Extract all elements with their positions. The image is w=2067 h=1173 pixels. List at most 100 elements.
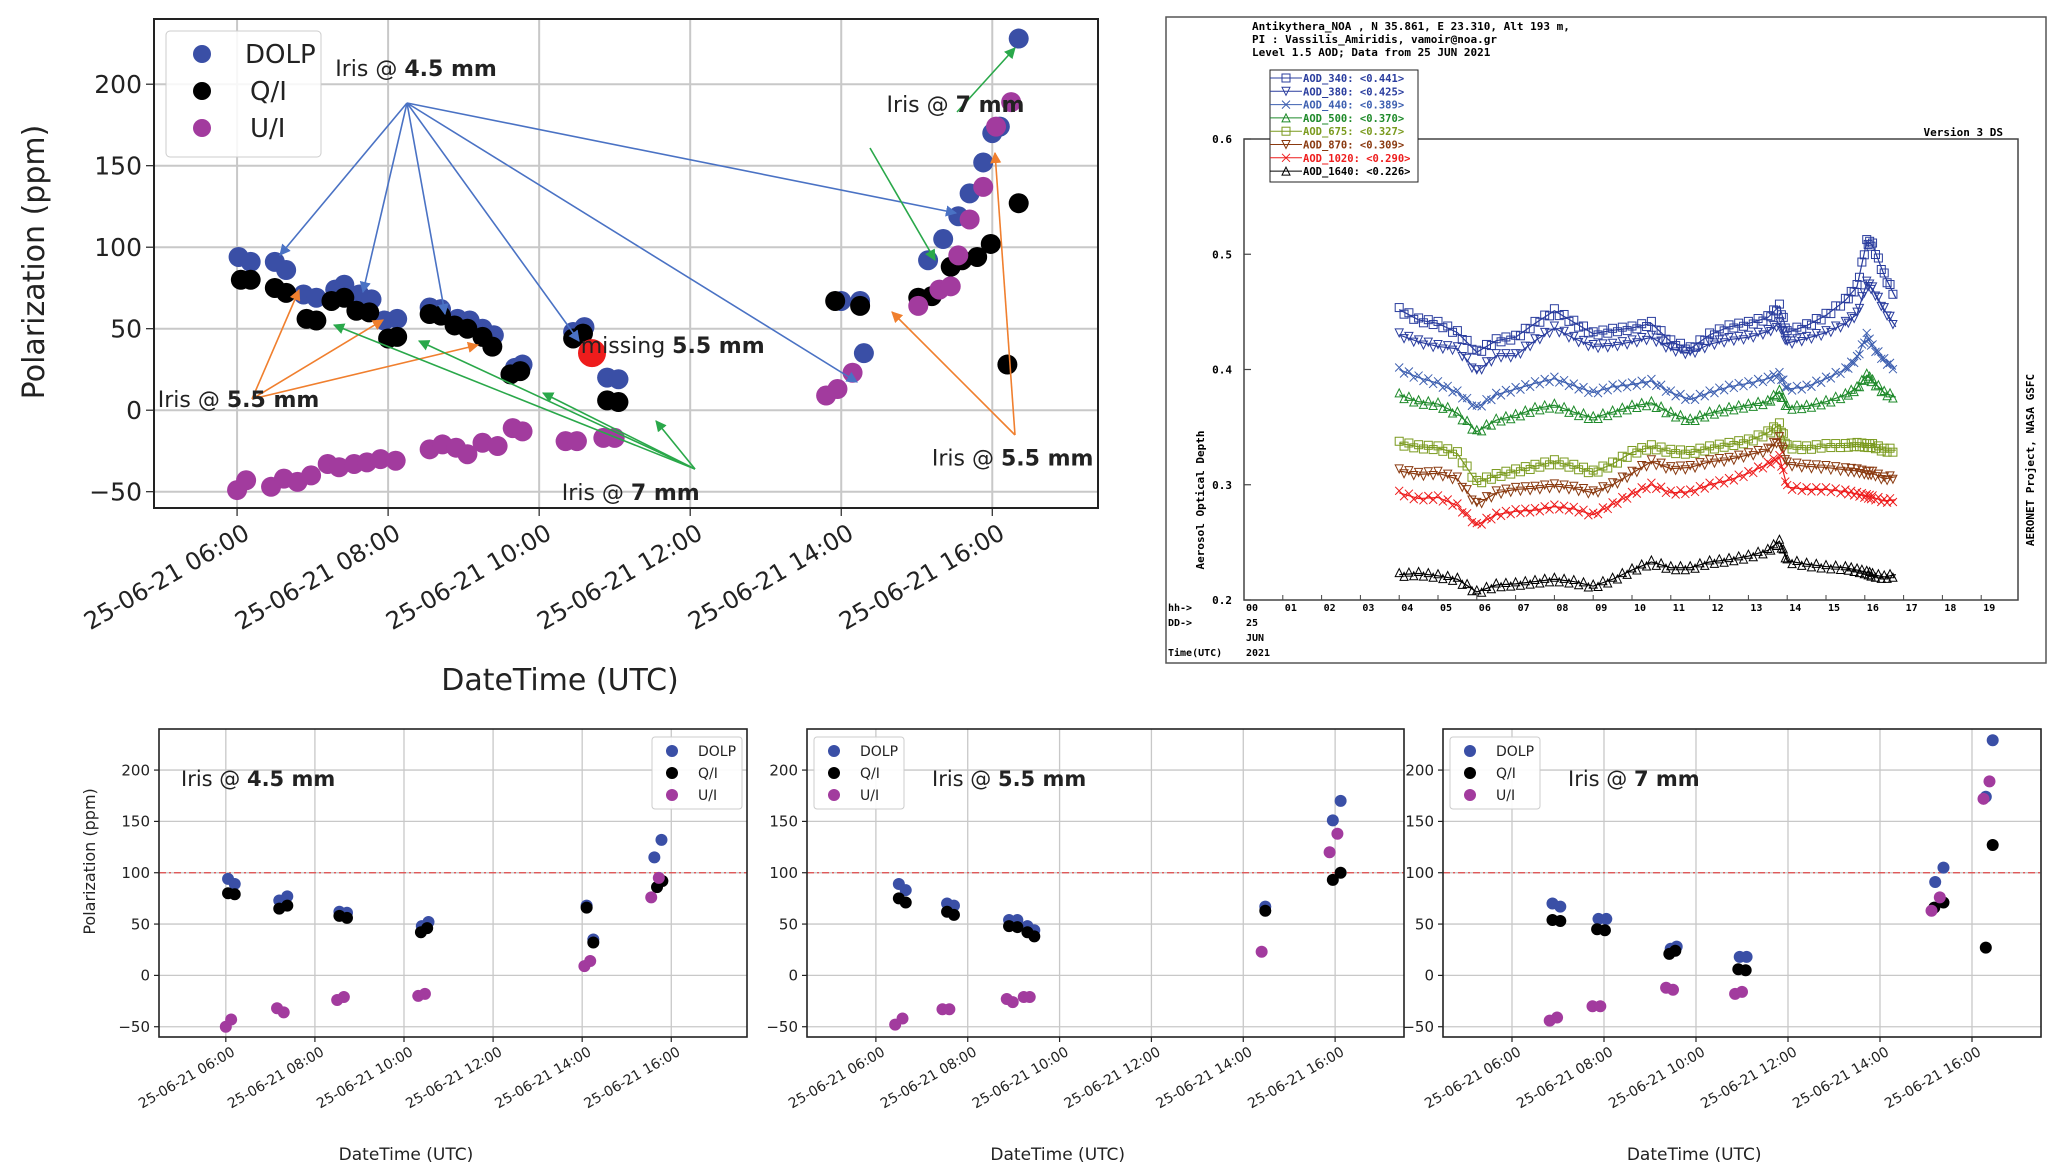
aeronet-marker-aod_1640 [1539,573,1550,583]
iris-label-value: 4.5 mm [247,767,335,791]
aeronet-marker-aod_500 [1535,404,1545,415]
aeronet-row-key: DD-> [1168,618,1192,629]
aeronet-marker-aod_675 [1656,442,1666,452]
aeronet-line-aod_870 [1399,437,1896,506]
aeronet-marker-aod_340 [1873,253,1883,263]
aeronet-marker-aod_500 [1738,402,1749,413]
aeronet-marker-aod_500 [1765,396,1776,406]
y-tick-label: 0 [788,967,798,985]
aeronet-marker-aod_340 [1836,301,1846,311]
aeronet-marker-aod_340 [1482,339,1491,349]
arrow-45-e [406,102,858,383]
aeronet-marker-aod_500 [1593,413,1603,423]
aeronet-marker-aod_1640 [1646,554,1657,565]
legend-label: U/I [1496,788,1515,804]
aeronet-marker-aod_1020 [1874,492,1883,502]
aeronet-header-line: PI : Vassilis_Amiridis, vamoir@noa.gr [1252,33,1497,46]
aeronet-marker-aod_440 [1617,379,1627,388]
aeronet-marker-aod_440 [1448,387,1457,397]
aeronet-marker-aod_675 [1501,466,1511,476]
aeronet-marker-aod_1020 [1748,468,1758,478]
aeronet-marker-aod_1020 [1486,514,1496,524]
point-ui [1255,945,1268,958]
aeronet-marker-aod_340 [1564,316,1574,326]
aeronet-marker-aod_1640 [1476,587,1487,597]
x-tick-label: 25-06-21 12:00 [532,519,707,636]
y-tick-label: 50 [779,915,798,933]
aeronet-marker-aod_1640 [1787,558,1797,569]
aeronet-marker-aod_340 [1642,322,1652,332]
aeronet-marker-aod_340 [1852,280,1862,290]
aeronet-marker-aod_870 [1602,484,1613,494]
aeronet-marker-aod_340 [1554,311,1564,321]
aeronet-marker-aod_340 [1661,334,1671,344]
aeronet-x-tick-label: 05 [1440,603,1452,614]
aeronet-marker-aod_675 [1876,446,1886,456]
point-qi [1554,914,1567,927]
aeronet-marker-aod_500 [1622,404,1632,415]
aeronet-marker-aod_1020 [1787,485,1797,494]
aeronet-marker-aod_870 [1515,486,1526,497]
aeronet-marker-aod_675 [1603,463,1613,473]
aeronet-y-tick-label: 0.5 [1212,248,1232,261]
arrow-45-c [406,102,449,316]
aeronet-marker-aod_1640 [1564,577,1574,588]
aeronet-marker-aod_500 [1481,418,1492,429]
aeronet-marker-aod_380 [1544,328,1555,339]
aeronet-marker-aod_500 [1646,395,1657,406]
aeronet-marker-aod_380 [1719,338,1729,348]
aeronet-x-tick-label: 07 [1518,603,1530,614]
aeronet-marker-aod_870 [1792,458,1802,469]
aeronet-marker-aod_440 [1734,378,1744,388]
aeronet-marker-aod_340 [1868,238,1878,248]
aeronet-marker-aod_1020 [1501,506,1511,516]
aeronet-marker-aod_440 [1690,395,1700,405]
aeronet-marker-aod_1640 [1568,574,1579,585]
aeronet-legend: AOD_340: <0.441>AOD_380: <0.425> AOD_440:… [1269,69,1419,183]
aeronet-marker-aod_1640 [1413,566,1424,576]
aeronet-marker-aod_340 [1399,309,1409,319]
aeronet-marker-aod_870 [1486,493,1497,503]
aeronet-marker-aod_870 [1709,458,1720,469]
point-qi [421,922,434,935]
point-dolp [933,229,954,250]
point-ui [301,465,322,486]
aeronet-marker-aod_675 [1588,465,1598,475]
aeronet-marker-aod_675 [1811,440,1821,450]
aeronet-marker-aod_870 [1539,480,1550,491]
aeronet-marker-aod_870 [1748,451,1759,461]
aeronet-marker-aod_675 [1734,436,1744,446]
aeronet-marker-aod_675 [1593,467,1603,477]
aeronet-marker-aod_380 [1535,335,1545,345]
aeronet-marker-aod_440 [1862,328,1872,338]
aeronet-marker-aod_340 [1753,314,1763,324]
aeronet-marker-aod_500 [1636,397,1647,408]
x-axis-label: DateTime (UTC) [339,1145,474,1165]
point-qi [1326,873,1339,886]
aeronet-marker-aod_1640 [1780,552,1791,563]
aeronet-marker-aod_340 [1695,335,1705,345]
aeronet-marker-aod_870 [1762,443,1773,454]
aeronet-marker-aod_1020 [1598,503,1608,512]
arrow-7-e [869,147,936,261]
aeronet-marker-aod_1640 [1867,567,1878,578]
aeronet-marker-aod_380 [1675,344,1686,355]
aeronet-marker-aod_675 [1868,439,1878,449]
aeronet-marker-aod_1640 [1738,553,1749,564]
aeronet-marker-aod_1640 [1447,575,1458,585]
legend-label: DOLP [860,744,898,760]
point-dolp [1986,734,1999,747]
aeronet-marker-aod_340 [1729,323,1739,333]
x-tick-label: 25-06-21 16:00 [1882,1044,1984,1112]
aeronet-marker-aod_380 [1867,282,1878,292]
aeronet-marker-aod_340 [1821,308,1831,318]
aeronet-marker-aod_870 [1826,465,1836,476]
aeronet-marker-aod_440 [1520,379,1530,389]
aeronet-marker-aod_870 [1729,455,1739,466]
aeronet-marker-aod_1640 [1593,581,1603,591]
aeronet-marker-aod_380 [1885,311,1895,322]
point-dolp [387,308,408,329]
aeronet-marker-aod_340 [1748,319,1758,329]
aeronet-marker-aod_500 [1821,394,1831,405]
aeronet-marker-aod_440 [1453,386,1462,395]
